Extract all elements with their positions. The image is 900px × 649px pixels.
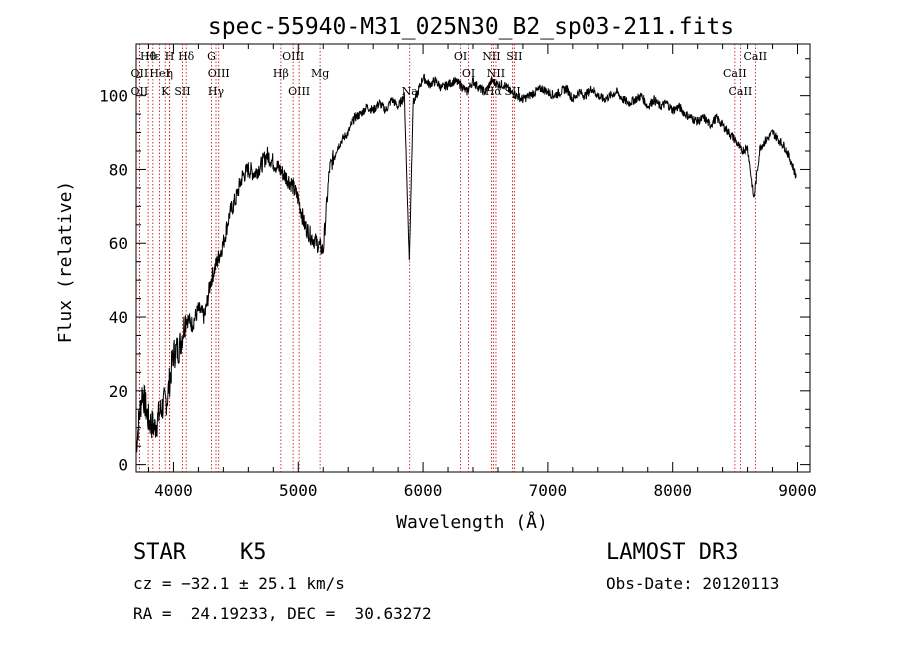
y-tick-label: 100 bbox=[99, 87, 128, 106]
spectral-line-label: Hβ bbox=[273, 67, 289, 80]
spectral-line-label: Hδ bbox=[178, 50, 195, 63]
chart-title: spec-55940-M31_025N30_B2_sp03-211.fits bbox=[208, 14, 734, 40]
spectral-line-label: SII bbox=[504, 85, 520, 98]
spectral-line-label: HeI bbox=[149, 67, 169, 80]
spectral-line-label: Hε bbox=[145, 50, 161, 63]
x-tick-label: 9000 bbox=[778, 481, 817, 500]
spectral-line-label: CaII bbox=[729, 85, 753, 98]
x-axis-label: Wavelength (Å) bbox=[396, 511, 548, 533]
survey-name: LAMOST DR3 bbox=[606, 540, 739, 565]
spectral-line-label: K bbox=[161, 85, 170, 98]
y-tick-label: 40 bbox=[109, 308, 128, 327]
spectral-line-label: OIII bbox=[288, 85, 310, 98]
spectral-line-label: CaII bbox=[743, 50, 767, 63]
spectral-line-label: OI bbox=[454, 50, 467, 63]
spectral-line-label: OII bbox=[131, 67, 149, 80]
x-tick-label: 4000 bbox=[154, 481, 193, 500]
spectral-line-label: NII bbox=[482, 50, 500, 63]
spectrum-line bbox=[135, 73, 797, 453]
spectral-line-label: Na bbox=[402, 85, 419, 98]
ra-dec: RA = 24.19233, DEC = 30.63272 bbox=[133, 604, 432, 623]
spectral-line-label: OIII bbox=[282, 50, 304, 63]
y-tick-label: 80 bbox=[109, 160, 128, 179]
spectral-line-label: Hα bbox=[485, 85, 503, 98]
spectral-line-label: CaII bbox=[723, 67, 747, 80]
spectral-line-label: η bbox=[166, 67, 173, 80]
spectral-line-label: OII bbox=[131, 85, 149, 98]
y-tick-label: 0 bbox=[118, 456, 128, 475]
spectral-line-label: H bbox=[165, 50, 175, 63]
spectral-line-label: OI bbox=[462, 67, 475, 80]
spectral-line-label: Mg bbox=[311, 67, 329, 80]
obs-date: Obs-Date: 20120113 bbox=[606, 574, 780, 593]
x-tick-label: 6000 bbox=[404, 481, 443, 500]
spectral-line-label: SII bbox=[174, 85, 190, 98]
y-tick-label: 60 bbox=[109, 234, 128, 253]
spectral-line-label: Hθ bbox=[140, 50, 157, 63]
x-tick-label: 7000 bbox=[529, 481, 568, 500]
y-axis-label: Flux (relative) bbox=[55, 181, 76, 344]
spectral-line-label: NII bbox=[487, 67, 505, 80]
spectral-line-label: Hγ bbox=[208, 85, 225, 98]
spectral-line-label: SII bbox=[506, 50, 522, 63]
spectral-line-label: G bbox=[207, 50, 216, 63]
x-tick-label: 8000 bbox=[653, 481, 692, 500]
spectral-line-label: OIII bbox=[208, 67, 230, 80]
redshift-cz: cz = −32.1 ± 25.1 km/s bbox=[133, 574, 345, 593]
x-tick-label: 5000 bbox=[279, 481, 318, 500]
object-class: STAR bbox=[133, 540, 186, 565]
object-subclass: K5 bbox=[240, 540, 267, 565]
y-tick-label: 20 bbox=[109, 382, 128, 401]
plot-frame bbox=[135, 43, 811, 473]
